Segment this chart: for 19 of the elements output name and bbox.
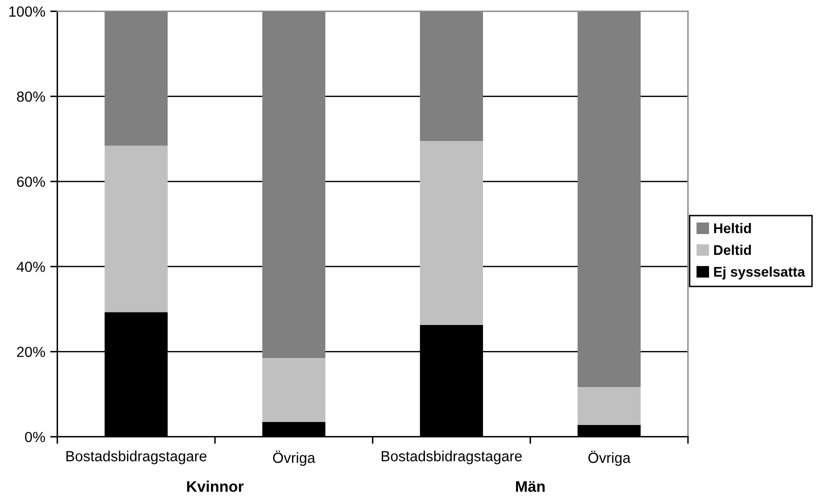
legend-label: Ej sysselsatta — [714, 266, 806, 280]
y-tick-label: 0% — [25, 432, 46, 442]
text: Män — [516, 481, 545, 492]
y-tick-label: 100% — [9, 6, 46, 17]
x-tick-label: Övriga — [588, 450, 631, 466]
y-tick-label: 60% — [17, 176, 46, 187]
x-tick-label: Bostadsbidragstagare — [382, 450, 522, 464]
y-tick-label: 40% — [16, 262, 46, 272]
bar — [578, 386, 641, 425]
bar — [420, 141, 484, 325]
y-tick-label: 80% — [16, 91, 46, 102]
legend-label: Deltid — [714, 244, 751, 255]
x-tick-label: Övriga — [273, 450, 316, 466]
y-tick-label: 20% — [17, 346, 46, 358]
legend-label: Heltid — [714, 223, 751, 234]
text: Kvinnor — [187, 480, 244, 492]
bar — [262, 358, 326, 422]
bar — [104, 146, 168, 312]
x-tick-label: Bostadsbidragstagare — [66, 450, 206, 464]
